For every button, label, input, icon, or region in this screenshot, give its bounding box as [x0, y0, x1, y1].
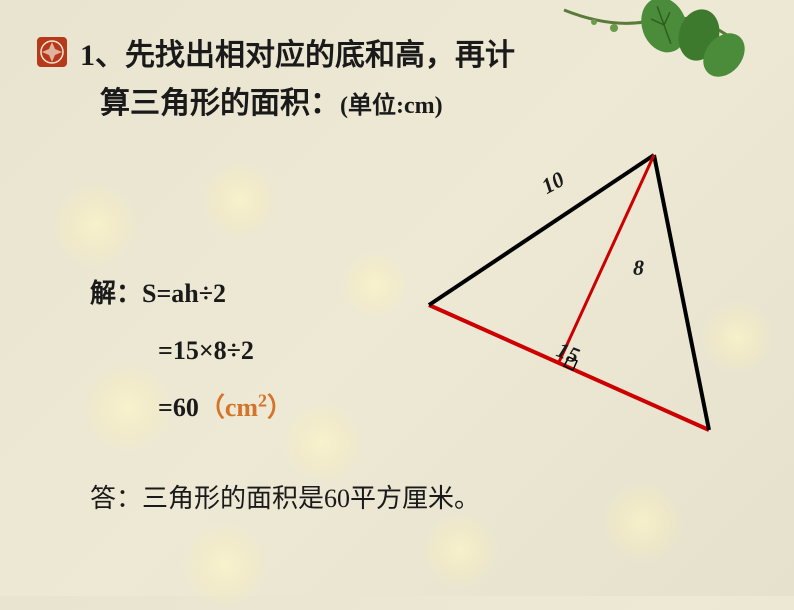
- bg-star: [50, 180, 140, 270]
- bg-star: [200, 160, 280, 240]
- leaf-decoration: [554, 0, 754, 90]
- solution-unit-open: （cm: [199, 393, 258, 422]
- problem-line1: 先找出相对应的底和高，再计: [125, 39, 515, 72]
- problem-unit: (单位:cm): [340, 93, 443, 119]
- answer-text: 答：三角形的面积是60平方厘米。: [90, 478, 480, 515]
- solution-exp: 2: [258, 391, 267, 411]
- bg-star: [180, 520, 270, 610]
- solution-block: 解：S=ah÷2 =15×8÷2 =60（cm2）: [90, 265, 293, 437]
- problem-line2: 算三角形的面积：: [100, 87, 340, 120]
- solution-line1: S=ah÷2: [142, 279, 226, 308]
- problem-statement: 1、先找出相对应的底和高，再计 算三角形的面积：(单位:cm): [80, 32, 515, 128]
- solution-unit-close: ）: [267, 393, 293, 422]
- bg-star: [600, 480, 685, 565]
- solution-line2: =15×8÷2: [158, 322, 293, 379]
- bg-star: [420, 510, 500, 590]
- problem-number: 1、: [80, 39, 125, 72]
- solution-result: =60: [158, 393, 199, 422]
- bullet-icon: [36, 36, 68, 68]
- solution-label: 解：: [90, 279, 142, 308]
- label-altitude-8: 8: [633, 255, 644, 281]
